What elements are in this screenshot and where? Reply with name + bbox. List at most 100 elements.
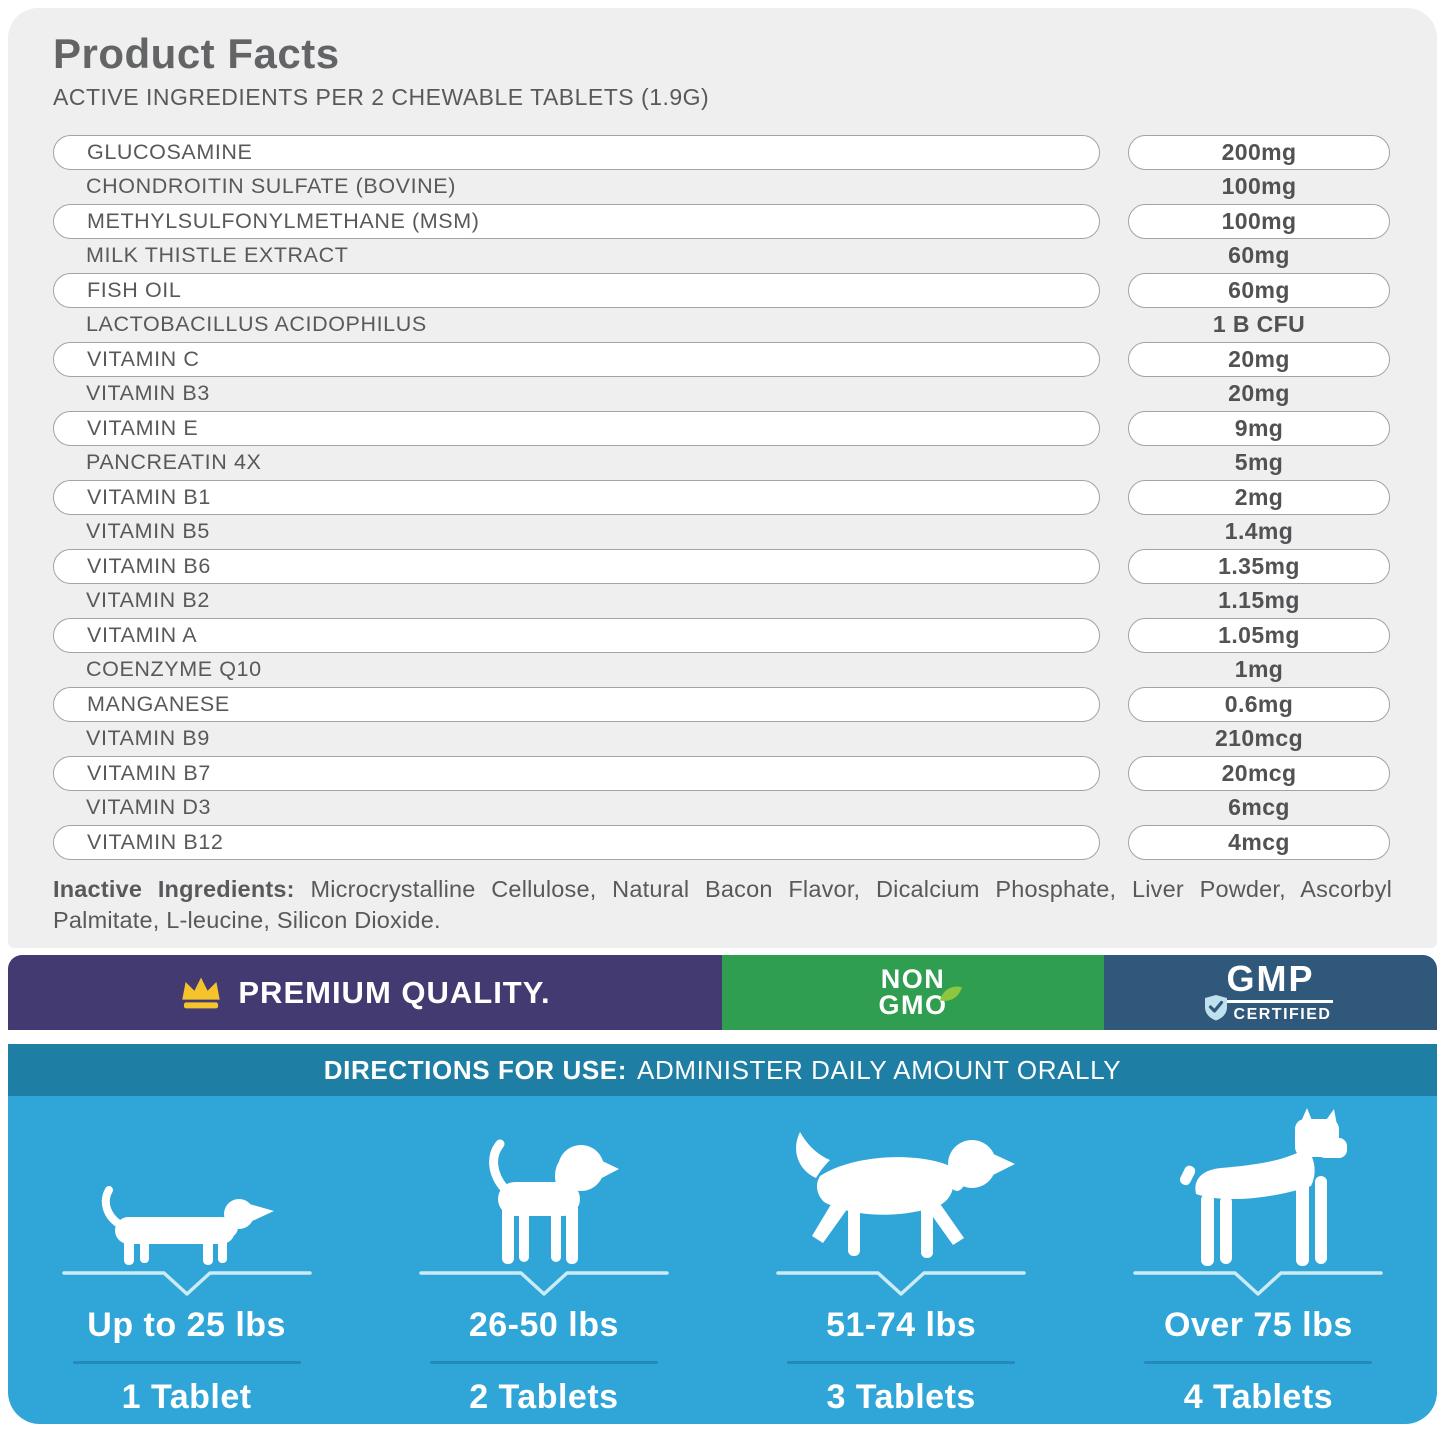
premium-quality-label: PREMIUM QUALITY. <box>238 974 551 1010</box>
ingredient-amount-label: 20mg <box>1228 345 1290 372</box>
ingredient-row: VITAMIN B5 1.4mg <box>53 515 1392 550</box>
retriever-large-dog-icon <box>786 1108 1016 1268</box>
ingredient-amount-label: 0.6mg <box>1224 690 1294 717</box>
ingredient-row: VITAMIN B7 20mcg <box>53 756 1392 791</box>
ingredient-row: METHYLSULFONYLMETHANE (MSM) 100mg <box>53 204 1392 239</box>
boxer-xlarge-dog-icon <box>1163 1108 1353 1268</box>
ingredient-amount-cell: 1.35mg <box>1128 549 1390 584</box>
ingredient-name-cell: VITAMIN B6 <box>53 549 1100 584</box>
ingredient-amount-cell: 5mg <box>1128 446 1390 481</box>
ingredient-name-label: METHYLSULFONYLMETHANE (MSM) <box>87 208 480 233</box>
chevron-divider <box>61 1271 312 1296</box>
dosage-divider <box>1144 1361 1373 1364</box>
ingredient-name-label: MANGANESE <box>87 691 230 716</box>
ingredient-name-cell: VITAMIN B3 <box>53 377 1100 412</box>
directions-bar: DIRECTIONS FOR USE: ADMINISTER DAILY AMO… <box>8 1044 1437 1096</box>
ingredient-row: MANGANESE 0.6mg <box>53 687 1392 722</box>
ingredient-name-cell: VITAMIN C <box>53 342 1100 377</box>
ingredient-amount-cell: 60mg <box>1128 273 1390 308</box>
dosage-col-medium: 26-50 lbs 2 Tablets <box>365 1108 722 1424</box>
dosage-col-small: Up to 25 lbs 1 Tablet <box>8 1108 365 1424</box>
ingredient-row: COENZYME Q10 1mg <box>53 653 1392 688</box>
ingredient-amount-label: 1mg <box>1234 656 1284 683</box>
ingredient-name-label: LACTOBACILLUS ACIDOPHILUS <box>86 312 427 337</box>
ingredient-amount-cell: 2mg <box>1128 480 1390 515</box>
ingredient-amount-label: 1.4mg <box>1224 518 1294 545</box>
tablet-count-label: 1 Tablet <box>121 1378 252 1416</box>
ingredient-amount-label: 4mcg <box>1228 828 1290 855</box>
ingredient-name-cell: MILK THISTLE EXTRACT <box>53 239 1100 274</box>
ingredient-amount-label: 5mg <box>1234 449 1284 476</box>
ingredient-amount-label: 1.35mg <box>1218 552 1300 579</box>
premium-quality-badge: PREMIUM QUALITY. <box>8 955 722 1030</box>
ingredient-amount-label: 9mg <box>1234 414 1284 441</box>
ingredient-amount-cell: 1.05mg <box>1128 618 1390 653</box>
ingredient-name-label: VITAMIN B6 <box>87 553 211 578</box>
ingredient-amount-label: 2mg <box>1234 483 1284 510</box>
ingredient-amount-cell: 1mg <box>1128 653 1390 688</box>
ingredient-name-cell: VITAMIN A <box>53 618 1100 653</box>
ingredient-name-label: MILK THISTLE EXTRACT <box>86 243 349 268</box>
dosage-divider <box>787 1361 1016 1364</box>
ingredient-row: VITAMIN C 20mg <box>53 342 1392 377</box>
ingredient-name-label: FISH OIL <box>87 277 182 302</box>
ingredient-amount-cell: 9mg <box>1128 411 1390 446</box>
chevron-divider <box>1133 1271 1384 1296</box>
ingredient-row: VITAMIN B2 1.15mg <box>53 584 1392 619</box>
ingredient-amount-cell: 1 B CFU <box>1128 308 1390 343</box>
ingredient-amount-cell: 200mg <box>1128 135 1390 170</box>
ingredient-name-cell: VITAMIN B7 <box>53 756 1100 791</box>
inactive-ingredients: Inactive Ingredients: Microcrystalline C… <box>53 874 1392 936</box>
ingredient-amount-cell: 60mg <box>1128 239 1390 274</box>
ingredient-amount-cell: 1.4mg <box>1128 515 1390 550</box>
chevron-divider <box>776 1271 1026 1296</box>
ingredient-row: VITAMIN B12 4mcg <box>53 825 1392 860</box>
ingredient-amount-label: 1 B CFU <box>1212 311 1306 338</box>
ingredient-name-label: GLUCOSAMINE <box>87 139 253 164</box>
ingredient-name-label: VITAMIN D3 <box>86 795 212 820</box>
ingredient-row: VITAMIN B1 2mg <box>53 480 1392 515</box>
ingredient-row: VITAMIN A 1.05mg <box>53 618 1392 653</box>
ingredient-name-label: VITAMIN A <box>87 622 198 647</box>
ingredient-row: GLUCOSAMINE 200mg <box>53 135 1392 170</box>
dachshund-small-dog-icon <box>97 1108 277 1268</box>
non-gmo-line2: GMO <box>878 989 948 1020</box>
ingredient-name-cell: CHONDROITIN SULFATE (BOVINE) <box>53 170 1100 205</box>
badge-row: PREMIUM QUALITY. NON GMO GMP <box>8 955 1437 1030</box>
ingredient-name-cell: MANGANESE <box>53 687 1100 722</box>
serving-subtitle: ACTIVE INGREDIENTS PER 2 CHEWABLE TABLET… <box>53 84 710 111</box>
ingredient-name-cell: VITAMIN D3 <box>53 791 1100 826</box>
tablet-count-label: 4 Tablets <box>1183 1378 1334 1416</box>
dosage-col-large: 51-74 lbs 3 Tablets <box>723 1108 1080 1424</box>
ingredient-row: VITAMIN D3 6mcg <box>53 791 1392 826</box>
ingredient-amount-label: 1.15mg <box>1218 587 1300 614</box>
ingredient-amount-cell: 20mg <box>1128 377 1390 412</box>
ingredient-name-label: VITAMIN B5 <box>86 519 210 544</box>
dosage-col-xlarge: Over 75 lbs 4 Tablets <box>1080 1108 1437 1424</box>
ingredient-name-label: VITAMIN B3 <box>86 381 210 406</box>
ingredient-amount-cell: 100mg <box>1128 204 1390 239</box>
ingredient-amount-cell: 1.15mg <box>1128 584 1390 619</box>
ingredient-name-cell: FISH OIL <box>53 273 1100 308</box>
ingredient-amount-label: 210mcg <box>1214 725 1304 752</box>
ingredient-amount-label: 20mg <box>1228 380 1290 407</box>
non-gmo-line1: NON <box>880 963 946 994</box>
gmp-subtitle: CERTIFIED <box>1233 1006 1332 1023</box>
dosage-divider <box>429 1361 658 1364</box>
ingredient-amount-cell: 100mg <box>1128 170 1390 205</box>
leaf-icon <box>937 981 964 1008</box>
ingredient-name-label: VITAMIN B12 <box>87 829 224 854</box>
ingredient-row: VITAMIN E 9mg <box>53 411 1392 446</box>
ingredient-row: MILK THISTLE EXTRACT 60mg <box>53 239 1392 274</box>
weight-range-label: 26-50 lbs <box>468 1306 619 1344</box>
ingredient-amount-cell: 0.6mg <box>1128 687 1390 722</box>
non-gmo-badge: NON GMO <box>722 955 1104 1030</box>
ingredient-amount-label: 1.05mg <box>1218 621 1300 648</box>
ingredient-name-label: CHONDROITIN SULFATE (BOVINE) <box>86 174 456 199</box>
ingredient-amount-cell: 210mcg <box>1128 722 1390 757</box>
ingredient-name-label: COENZYME Q10 <box>86 657 262 682</box>
ingredient-name-cell: PANCREATIN 4X <box>53 446 1100 481</box>
ingredient-amount-cell: 20mg <box>1128 342 1390 377</box>
ingredient-name-cell: GLUCOSAMINE <box>53 135 1100 170</box>
